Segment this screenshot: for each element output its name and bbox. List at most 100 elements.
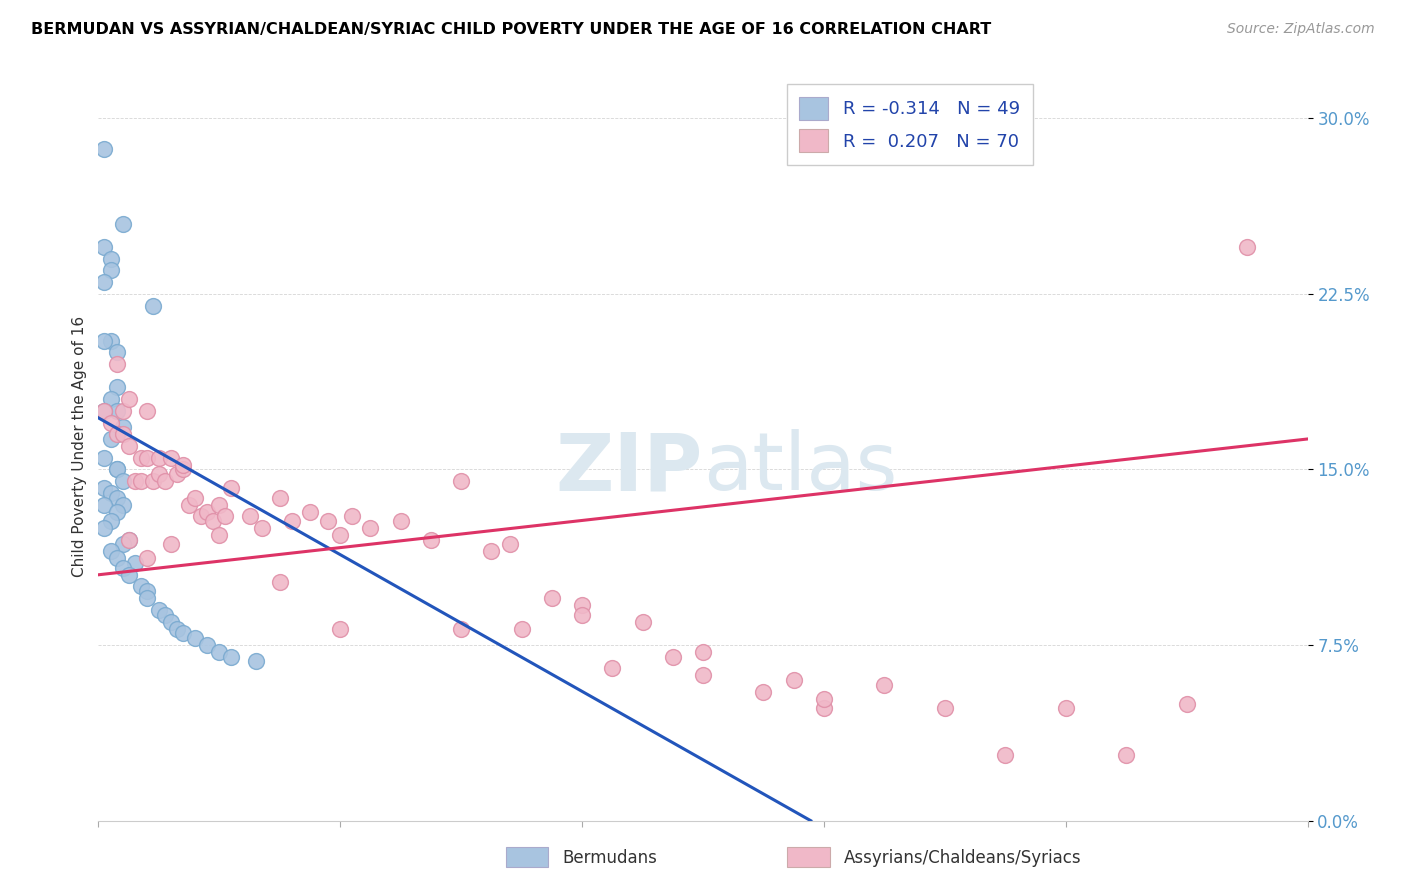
Point (93, 240, 115, 254)
Point (172, 626, 194, 640)
Point (221, 649, 243, 664)
Point (93, 334, 115, 348)
Point (221, 481, 243, 495)
Point (813, 701, 835, 715)
Point (100, 263, 122, 277)
Point (934, 701, 956, 715)
Point (100, 334, 122, 348)
Point (93, 498, 115, 512)
Point (179, 498, 201, 512)
Point (105, 380, 128, 394)
Point (111, 561, 134, 575)
Point (135, 591, 157, 606)
Point (450, 622, 472, 636)
Text: BERMUDAN VS ASSYRIAN/CHALDEAN/SYRIAC CHILD POVERTY UNDER THE AGE OF 16 CORRELATI: BERMUDAN VS ASSYRIAN/CHALDEAN/SYRIAC CHI… (31, 22, 991, 37)
Point (269, 491, 291, 505)
Point (184, 491, 207, 505)
Point (142, 298, 165, 313)
Point (111, 420, 134, 434)
Point (93, 481, 115, 495)
Point (498, 537, 520, 551)
Point (111, 474, 134, 488)
Point (208, 528, 231, 542)
Y-axis label: Child Poverty Under the Age of 16: Child Poverty Under the Age of 16 (72, 316, 87, 576)
Text: 0.0%: 0.0% (98, 891, 141, 892)
Point (135, 551, 157, 566)
Point (135, 450, 157, 465)
Point (105, 462, 128, 476)
Point (166, 622, 188, 636)
Text: Bermudans: Bermudans (562, 849, 657, 867)
Point (105, 491, 128, 505)
Point (195, 638, 218, 652)
Point (571, 599, 593, 613)
Point (111, 404, 134, 418)
Point (813, 692, 835, 706)
Point (100, 392, 122, 407)
Point (208, 645, 231, 659)
Point (93, 275, 115, 289)
Point (100, 432, 122, 446)
Point (571, 607, 593, 622)
Point (129, 580, 152, 594)
Point (783, 673, 806, 688)
Point (100, 514, 122, 528)
Text: ZIP: ZIP (555, 429, 703, 508)
Point (148, 467, 170, 482)
Point (129, 450, 152, 465)
Point (93, 404, 115, 418)
Point (160, 615, 183, 629)
Point (631, 615, 654, 629)
Point (118, 533, 141, 547)
Point (111, 427, 134, 442)
Point (214, 509, 236, 524)
Point (873, 678, 896, 692)
Point (105, 505, 128, 519)
Point (93, 142, 115, 156)
Point (93, 404, 115, 418)
Text: atlas: atlas (703, 429, 897, 508)
Point (510, 622, 533, 636)
Point (100, 416, 122, 430)
Point (172, 458, 194, 472)
Point (105, 427, 128, 442)
Point (135, 584, 157, 599)
Text: Assyrians/Chaldeans/Syriacs: Assyrians/Chaldeans/Syriacs (844, 849, 1081, 867)
Point (245, 655, 267, 669)
Point (166, 467, 188, 482)
Point (299, 505, 322, 519)
Point (1175, 697, 1198, 711)
Point (111, 537, 134, 551)
Point (202, 514, 225, 528)
Point (100, 485, 122, 500)
Point (153, 474, 176, 488)
Point (281, 514, 304, 528)
Point (481, 544, 503, 558)
Point (329, 528, 352, 542)
Point (93, 450, 115, 465)
Point (420, 533, 443, 547)
Point (153, 607, 176, 622)
Point (1054, 701, 1077, 715)
Point (389, 514, 412, 528)
Point (208, 498, 231, 512)
Point (100, 252, 122, 266)
Point (661, 649, 683, 664)
Point (124, 556, 146, 570)
Point (118, 567, 141, 582)
Point (269, 574, 291, 589)
Point (602, 661, 624, 675)
Point (111, 498, 134, 512)
Point (1115, 747, 1137, 762)
Text: 20.0%: 20.0% (1256, 891, 1308, 892)
Point (124, 474, 146, 488)
Point (752, 685, 775, 699)
Point (105, 404, 128, 418)
Point (142, 474, 165, 488)
Point (172, 462, 194, 476)
Point (994, 747, 1017, 762)
Point (316, 514, 339, 528)
Point (93, 521, 115, 535)
Point (105, 462, 128, 476)
Point (692, 645, 714, 659)
